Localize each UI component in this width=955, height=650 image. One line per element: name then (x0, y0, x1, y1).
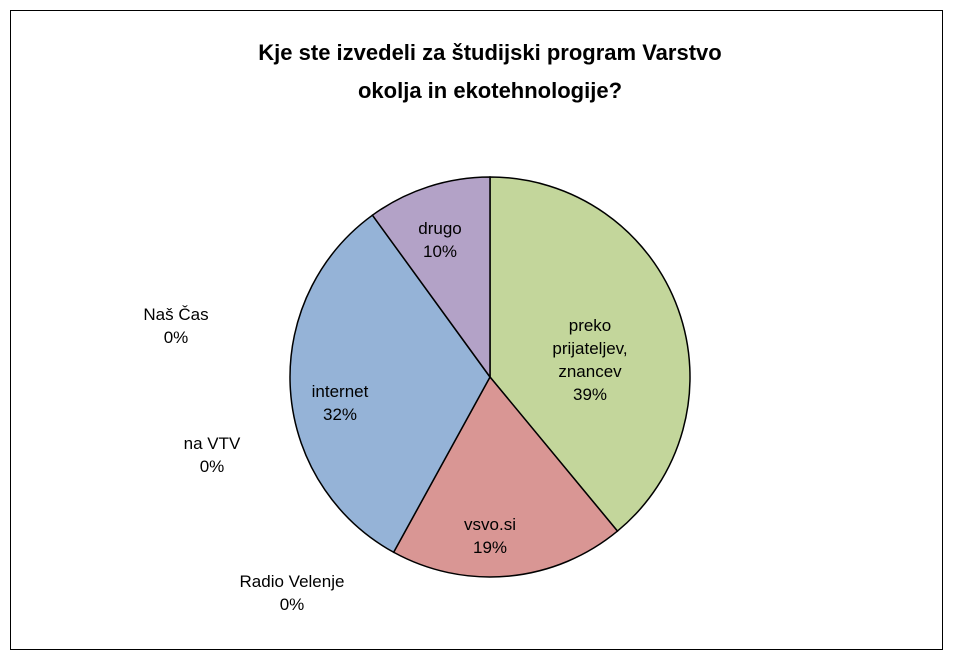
chart-title: Kje ste izvedeli za študijski program Va… (258, 40, 722, 103)
slice-label: Naš Čas 0% (126, 303, 226, 349)
slice-label: vsvo.si 19% (430, 513, 550, 559)
pie-slice (371, 176, 491, 380)
category-label: Naš Čas (143, 305, 209, 324)
category-label: preko prijateljev, znancev (552, 316, 628, 381)
category-label: drugo (418, 219, 462, 238)
value-label: 19% (472, 538, 508, 557)
chart (289, 176, 691, 578)
value-label: 0% (163, 328, 189, 347)
category-label: internet (311, 382, 369, 401)
page: Kje ste izvedeli za študijski program Va… (10, 10, 943, 650)
category-label: Radio Velenje (239, 572, 345, 591)
value-label: 39% (572, 385, 608, 404)
pie-slice (289, 214, 491, 554)
slice-label: na VTV 0% (162, 432, 262, 478)
slice-label: internet 32% (290, 380, 390, 426)
slice-label: preko prijateljev, znancev 39% (530, 314, 650, 406)
slice-label: Radio Velenje 0% (222, 570, 362, 616)
value-label: 0% (199, 457, 225, 476)
slice-label: drugo 10% (390, 217, 490, 263)
category-label: na VTV (183, 434, 241, 453)
value-label: 32% (322, 405, 358, 424)
category-label: vsvo.si (464, 515, 516, 534)
value-label: 10% (422, 242, 458, 261)
pie-slice (392, 375, 619, 578)
pie-slice (489, 176, 691, 533)
value-label: 0% (279, 595, 305, 614)
